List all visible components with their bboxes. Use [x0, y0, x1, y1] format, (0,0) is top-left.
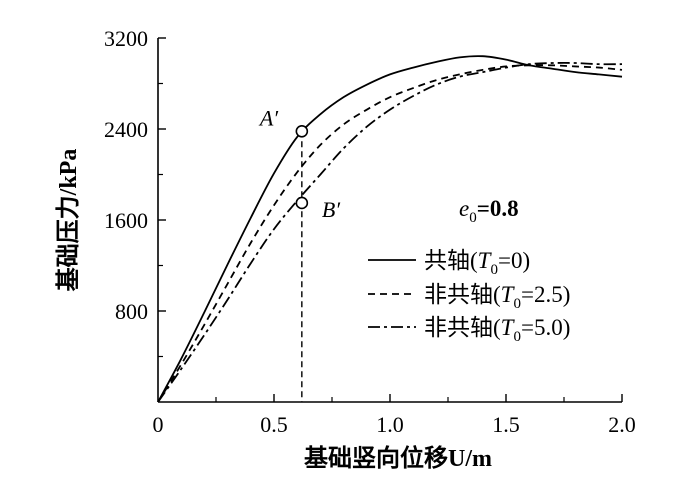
parameter-subscript: 0: [469, 210, 477, 226]
legend-text-part: 0: [513, 296, 521, 312]
parameter-label: e0=0.8: [459, 196, 519, 226]
annotation-label: A′: [258, 105, 279, 130]
y-tick-label: 1600: [104, 208, 148, 233]
legend-text-part: T: [501, 282, 516, 307]
x-tick-label: 1.0: [376, 412, 404, 437]
y-tick-label: 3200: [104, 26, 148, 51]
series-layer: [157, 55, 623, 403]
legend-text-part: =0): [498, 248, 530, 273]
legend-label-2: 非共轴(T0=2.5): [424, 282, 570, 312]
y-tick-label: 800: [115, 299, 148, 324]
x-tick-label: 2.0: [608, 412, 636, 437]
axes: 0 0.5 1.0 1.5 2.0 800 1600 2400 3200: [104, 26, 636, 437]
x-tick-label: 1.5: [492, 412, 520, 437]
series-line-1: [157, 55, 623, 403]
y-tick-label: 2400: [104, 117, 148, 142]
annotation-layer: A′ B′: [258, 105, 341, 402]
x-tick-label: 0.5: [260, 412, 288, 437]
annotation-marker: [295, 196, 309, 210]
y-axis-label: 基础压力/kPa: [55, 149, 82, 292]
series-line-2: [157, 64, 623, 403]
annotation-marker: [295, 124, 309, 138]
legend-label-1: 共轴(T0=0): [424, 248, 530, 278]
parameter-value: =0.8: [477, 196, 519, 221]
legend-label-3: 非共轴(T0=5.0): [424, 315, 570, 345]
legend-text-part: T: [478, 248, 493, 273]
legend-text-part: 共轴(: [424, 248, 478, 273]
legend-text-part: 非共轴(: [424, 315, 501, 340]
x-axis-label: 基础竖向位移U/m: [304, 444, 492, 472]
legend-text-part: =2.5): [521, 282, 570, 307]
legend: 共轴(T0=0)非共轴(T0=2.5)非共轴(T0=5.0): [368, 248, 570, 345]
legend-text-part: 非共轴(: [424, 282, 501, 307]
annotation-label: B′: [322, 197, 341, 222]
legend-text-part: =5.0): [521, 315, 570, 340]
legend-text-part: T: [501, 315, 516, 340]
parameter-symbol: e: [459, 196, 469, 221]
legend-text-part: 0: [490, 262, 498, 278]
x-tick-label: 0: [153, 412, 164, 437]
series-line-3: [157, 61, 623, 403]
legend-text-part: 0: [513, 329, 521, 345]
